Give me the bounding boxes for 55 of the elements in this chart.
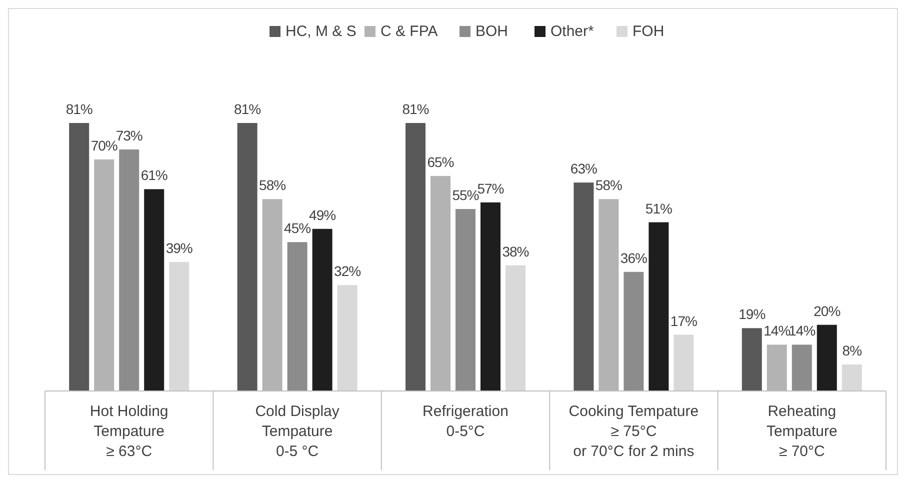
data-label: 14% [764,322,790,339]
bar [312,228,332,391]
data-label: 81% [234,101,261,117]
bar [406,123,426,391]
bar [742,328,762,391]
data-label: 17% [670,312,698,329]
legend-label: BOH [476,23,508,40]
bar [144,189,164,391]
bar [237,123,258,391]
data-label: 81% [66,101,92,117]
bar [648,222,669,391]
x-tick-label: Reheating Tempature ≥ 70°C [766,403,838,460]
bar [119,149,140,391]
x-tick-label: Refrigeration 0-5°C [422,403,508,440]
bar [287,242,308,391]
data-label: 55% [452,187,479,204]
data-label: 61% [140,167,168,184]
data-label: 65% [427,154,454,170]
bar [69,123,90,391]
bar [792,344,812,391]
data-label: 51% [645,200,672,216]
bar [480,202,500,391]
data-label: 45% [284,220,311,236]
legend-label: Other* [550,23,594,40]
data-label: 81% [402,101,429,117]
data-label: 58% [595,177,622,194]
data-label: 49% [309,206,336,223]
data-label: 14% [788,322,816,339]
data-label: 73% [116,127,142,144]
x-tick-label: Cooking Tempature ≥ 75°C or 70°C for 2 mins [568,403,699,460]
bar [169,262,190,391]
bar [624,272,644,391]
data-label: 39% [166,240,192,256]
bar [337,285,358,391]
bar [506,265,526,391]
bar [842,364,862,391]
legend-label: FOH [632,23,664,40]
data-label: 70% [90,137,118,154]
x-tick-label: Hot Holding Tempature ≥ 63°C [90,403,168,460]
data-label: 63% [570,160,598,177]
bar [574,182,594,391]
data-label: 8% [842,342,862,359]
bar [674,334,694,391]
bar [816,324,837,391]
data-label: 19% [738,306,766,322]
data-label: 32% [334,263,361,280]
data-label: 58% [259,177,286,194]
data-label: 38% [502,243,529,260]
bar [456,209,476,391]
legend-label: C & FPA [380,23,438,40]
data-label: 57% [477,180,504,196]
data-label: 20% [814,302,840,319]
data-label: 36% [620,250,648,266]
x-tick-label: Cold Display Tempature 0-5 °C [255,403,340,460]
legend-label: HC, M & S [286,23,356,40]
